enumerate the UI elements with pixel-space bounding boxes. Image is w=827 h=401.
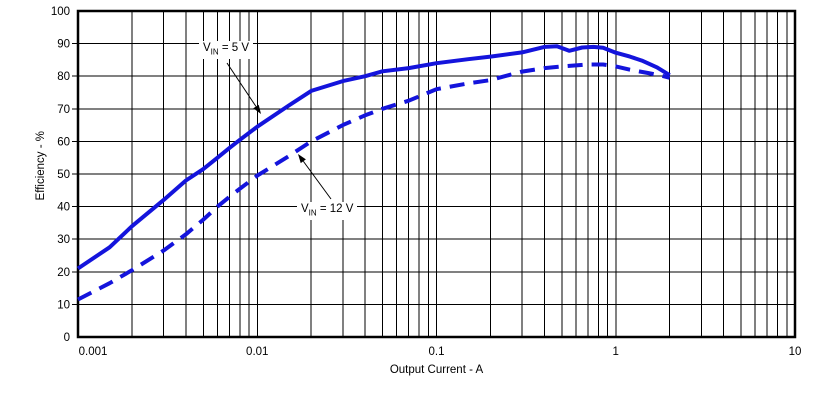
y-tick-label: 90 xyxy=(57,39,70,51)
plot-frame xyxy=(76,9,797,339)
x-tick-label: 0.001 xyxy=(79,346,108,358)
annotation-arrowhead xyxy=(253,104,261,114)
annotation-vin-5v-value: = 5 V xyxy=(218,42,250,54)
y-tick-label: 40 xyxy=(57,202,70,214)
y-tick-label: 0 xyxy=(64,332,70,344)
annotation-vin-5v: VIN = 5 V xyxy=(199,41,254,60)
annotation-arrow-line xyxy=(302,160,332,200)
annotation-vin-5v-text: V xyxy=(203,42,211,54)
y-tick-label: 60 xyxy=(57,136,70,148)
x-tick-label: 0.1 xyxy=(429,346,445,358)
y-tick-label: 10 xyxy=(57,299,70,311)
vin-5v-curve xyxy=(76,44,671,271)
y-tick-label: 100 xyxy=(51,6,70,18)
annotation-vin-12v-text: V xyxy=(301,203,309,215)
annotation-vin-12v: VIN = 12 V xyxy=(297,202,358,221)
y-axis-title: Efficiency - % xyxy=(35,131,47,201)
y-tick-label: 20 xyxy=(57,267,70,279)
x-tick-label: 1 xyxy=(613,346,619,358)
vin-12v-curve xyxy=(77,62,671,302)
y-tick-label: 80 xyxy=(57,71,70,83)
y-tick-label: 30 xyxy=(57,234,70,246)
x-axis-title: Output Current - A xyxy=(389,364,484,376)
y-tick-label: 70 xyxy=(57,104,70,116)
annotation-vin-12v-value: = 12 V xyxy=(316,203,354,215)
x-tick-label: 0.01 xyxy=(246,346,268,358)
annotation-vin-5v-subscript: IN xyxy=(210,47,219,57)
annotation-arrow-line xyxy=(226,62,257,107)
y-tick-label: 50 xyxy=(57,169,70,181)
annotation-vin-12v-subscript: IN xyxy=(308,208,317,218)
x-tick-label: 10 xyxy=(789,346,802,358)
annotation-arrowhead xyxy=(298,154,306,164)
